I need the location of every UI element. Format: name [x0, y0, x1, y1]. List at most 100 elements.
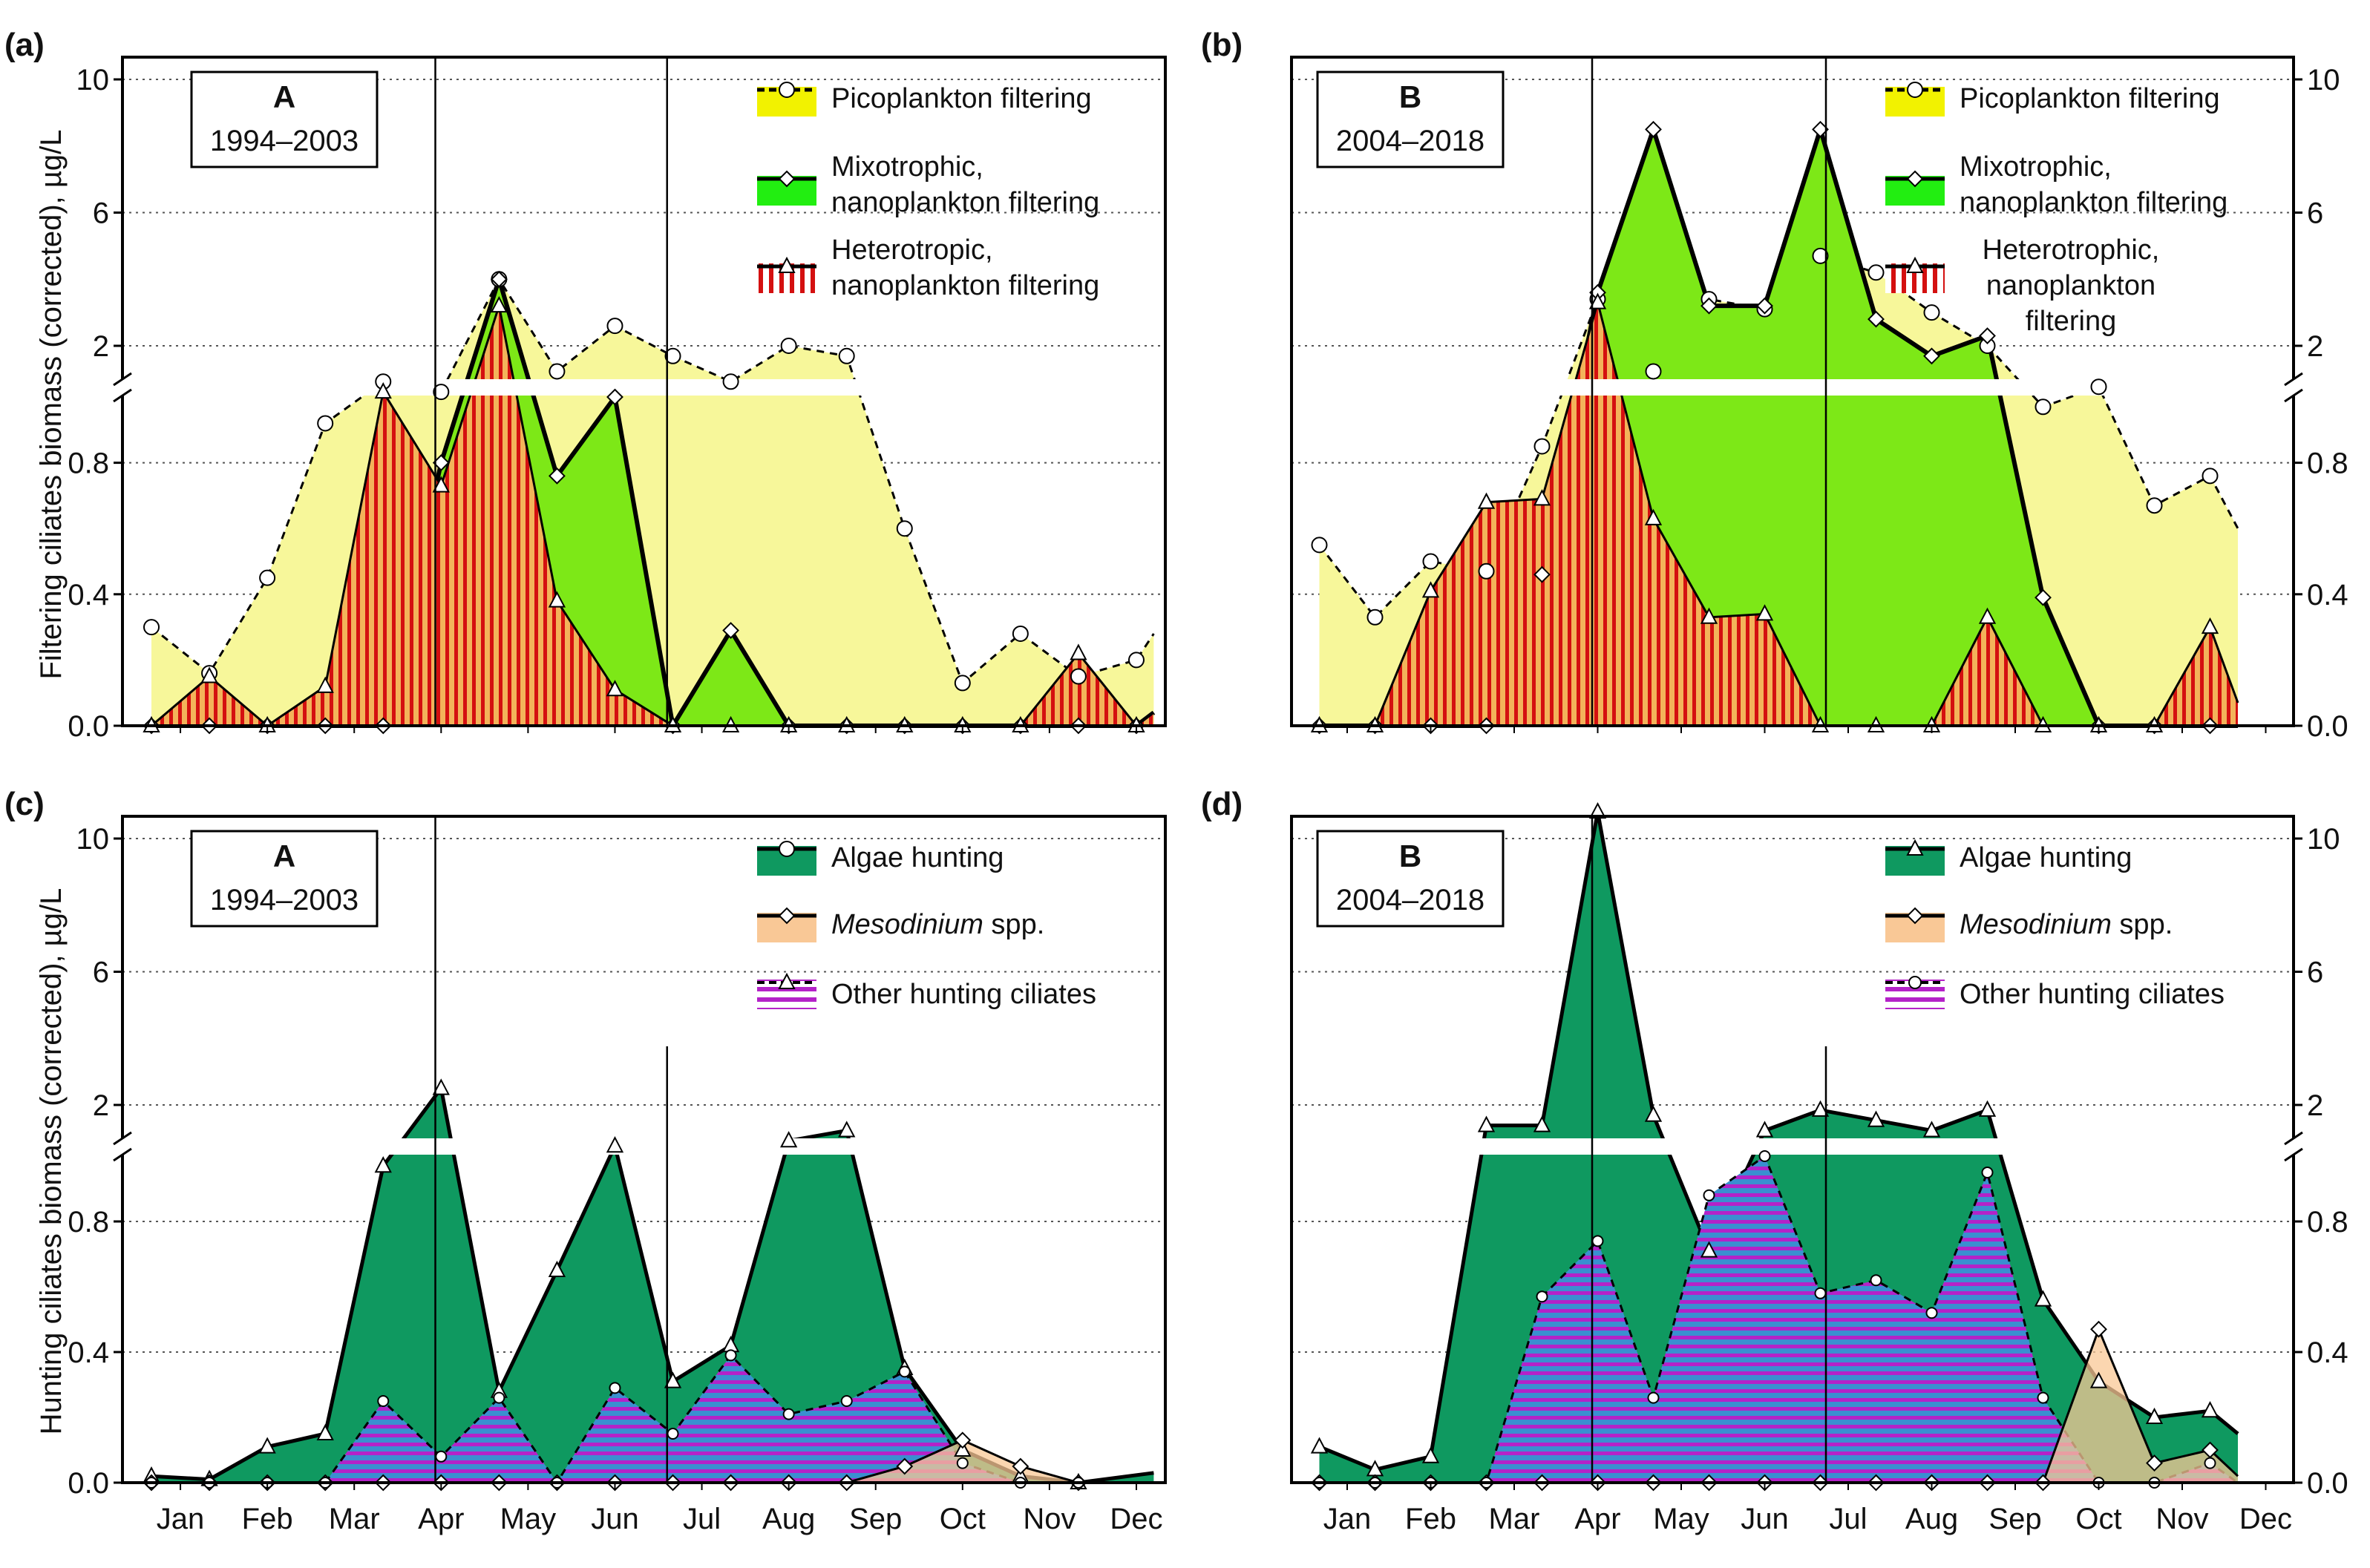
data-point — [374, 1156, 392, 1173]
legend-marker — [1906, 907, 1924, 925]
y-tick-label: 0.8 — [2307, 1206, 2348, 1239]
data-point — [664, 1371, 682, 1388]
legend-label: Other hunting ciliates — [831, 979, 1096, 1010]
panel-label: (d) — [1201, 786, 1243, 822]
panel-a: 0.0 0.4 0.8 2 6 10 (a) A 1994–2003 Picoplankton f… — [4, 27, 1167, 743]
axis-break-mark — [113, 1131, 132, 1162]
data-point — [1978, 607, 1997, 624]
data-point — [896, 520, 913, 537]
legend-label-mesodinium: Mesodinium spp. — [831, 909, 1044, 940]
data-point — [2090, 1320, 2107, 1338]
data-point — [2035, 588, 2052, 606]
legend-marker — [779, 82, 795, 98]
axis-break-mark — [113, 372, 132, 403]
y-tick-label: 0.4 — [2307, 1336, 2348, 1369]
data-point — [724, 1349, 737, 1362]
data-point — [954, 1440, 972, 1457]
data-point — [1588, 801, 1607, 819]
data-point — [1758, 1150, 1771, 1162]
legend-marker — [1908, 976, 1922, 989]
y-axis-title-hunting: Hunting ciliates biomass (corrected), µg… — [35, 888, 68, 1435]
data-point — [664, 347, 681, 364]
data-point — [200, 666, 218, 683]
data-point — [2201, 1401, 2219, 1418]
data-point — [2204, 1457, 2216, 1469]
data-point — [490, 296, 508, 313]
data-point — [1867, 264, 1885, 281]
legend-marker — [778, 170, 796, 188]
series-area-2 — [151, 279, 1154, 726]
y-tick-label: 0.0 — [2307, 1467, 2348, 1500]
x-tick-label: Dec — [1110, 1503, 1162, 1535]
data-point — [1756, 297, 1773, 315]
y-tick-label: 2 — [93, 1089, 109, 1122]
data-point — [1645, 120, 1662, 138]
data-point — [838, 347, 855, 364]
data-point — [782, 1408, 795, 1420]
data-point — [667, 1428, 679, 1440]
legend-label-mesodinium-spp: spp. — [983, 909, 1044, 940]
period-box-years: 1994–2003 — [210, 125, 359, 157]
legend-label: Picoplankton filtering — [1960, 83, 2220, 114]
data-point — [2035, 398, 2052, 416]
axis-break-band — [124, 379, 1164, 396]
data-point — [840, 1395, 853, 1407]
data-point — [1070, 643, 1087, 660]
data-point — [549, 467, 566, 485]
data-point — [1012, 1457, 1029, 1475]
data-point — [1925, 1307, 1938, 1319]
period-box-label: B — [1399, 79, 1421, 114]
data-point — [954, 1431, 972, 1449]
y-tick-label: 2 — [2307, 330, 2323, 363]
data-point — [548, 591, 566, 608]
axis-break-band — [124, 1138, 1164, 1155]
data-point — [2146, 1454, 2163, 1472]
panel-d: 0.0 0.4 0.8 2 6 10 Jan Feb Mar Apr May Jun Jul Aug Sep… — [1201, 786, 2348, 1535]
data-point — [143, 619, 160, 636]
x-tick-label: Feb — [1405, 1503, 1456, 1535]
data-point — [317, 415, 334, 432]
x-tick-label: Nov — [1023, 1503, 1076, 1535]
data-point — [606, 680, 624, 697]
legend-label: Picoplankton filtering — [831, 83, 1092, 114]
legend-marker — [1906, 839, 1924, 856]
legend-marker — [1906, 170, 1924, 188]
series-area-3 — [151, 306, 1154, 726]
y-tick-label: 6 — [2307, 957, 2323, 989]
data-point — [722, 622, 739, 639]
data-point — [1012, 625, 1029, 642]
data-point — [954, 675, 971, 692]
legend-label-mesodinium: Mesodinium spp. — [1960, 909, 2173, 940]
data-point — [722, 373, 739, 390]
period-box — [1316, 70, 1505, 168]
data-point — [1814, 1287, 1827, 1299]
data-point — [1533, 1115, 1551, 1132]
axis-break-band — [1293, 1138, 2292, 1155]
data-point — [1478, 562, 1495, 580]
axis-break-gap — [115, 379, 130, 396]
legend-marker — [778, 907, 796, 925]
data-point — [1700, 1241, 1718, 1258]
data-point — [780, 338, 797, 354]
data-point — [432, 476, 450, 493]
legend-label-mesodinium-genus: Mesodinium — [1960, 909, 2112, 940]
x-tick-label: Apr — [1574, 1503, 1620, 1535]
legend-label: Algae hunting — [1960, 842, 2132, 873]
data-point — [1981, 1167, 1994, 1178]
y-tick-label: 6 — [2307, 197, 2323, 230]
period-box — [1316, 830, 1505, 928]
y-tick-label: 2 — [93, 330, 109, 363]
data-point — [258, 1437, 276, 1454]
data-point — [1700, 297, 1718, 315]
data-point — [1703, 1189, 1715, 1201]
data-point — [1867, 1110, 1885, 1127]
data-point — [435, 1450, 448, 1463]
x-tick-label: Jun — [591, 1503, 639, 1535]
y-tick-label: 0.8 — [68, 1206, 109, 1239]
period-box-years: 2004–2018 — [1336, 125, 1484, 157]
y-tick-label: 10 — [76, 64, 110, 96]
period-box — [190, 830, 379, 928]
axis-break-mark — [2284, 372, 2303, 403]
data-point — [374, 381, 392, 399]
y-tick-label: 0.0 — [68, 710, 109, 743]
